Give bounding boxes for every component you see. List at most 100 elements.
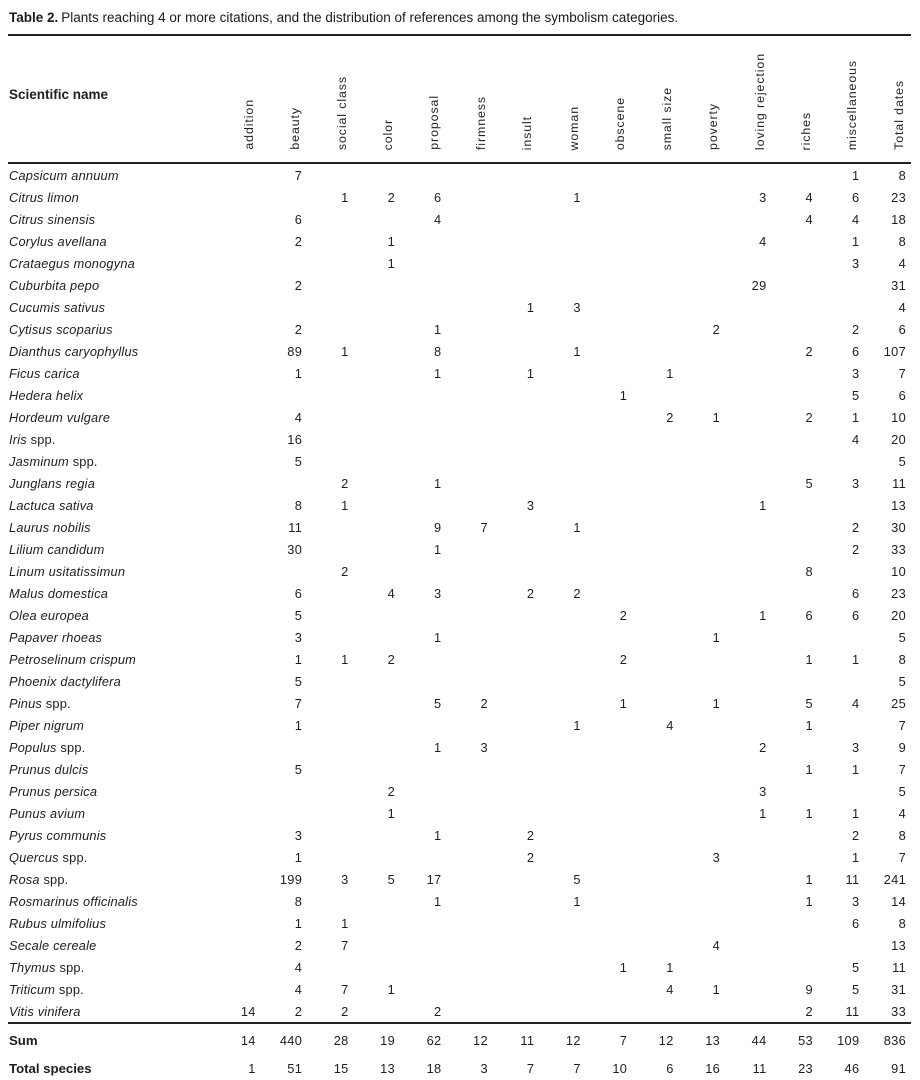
value-cell: 2	[666, 409, 674, 425]
value-cell	[632, 736, 678, 758]
value-cell	[446, 450, 492, 472]
value-cell: 1	[573, 189, 581, 205]
value-cell: 1	[851, 233, 860, 249]
value-cell	[586, 582, 632, 604]
value-cell	[400, 406, 446, 428]
value-cell	[539, 802, 585, 824]
value-cell	[725, 890, 771, 912]
value-cell: 6	[805, 607, 813, 623]
value-cell	[539, 494, 585, 516]
value-cell	[354, 758, 400, 780]
value-cell: 9	[805, 981, 813, 997]
footer-value-cell: 12	[632, 1022, 679, 1054]
value-cell	[493, 956, 539, 978]
value-cell: 6	[851, 189, 860, 205]
value-cell	[400, 252, 446, 274]
value-cell	[354, 1000, 400, 1023]
value-cell	[354, 516, 400, 538]
value-cell: 10	[891, 409, 906, 425]
value-cell	[679, 208, 725, 230]
value-cell	[632, 163, 678, 186]
column-header-label: addition	[241, 99, 256, 150]
value-cell	[307, 538, 353, 560]
value-cell	[679, 450, 725, 472]
value-cell: 6	[898, 387, 906, 403]
scientific-name-text: Olea europea	[9, 607, 89, 623]
scientific-name-cell: Laurus nobilis	[8, 516, 214, 538]
scientific-name-text: Lactuca sativa	[9, 497, 94, 513]
value-cell: 4	[294, 959, 303, 975]
value-cell	[725, 163, 771, 186]
value-cell	[214, 472, 260, 494]
value-cell	[400, 494, 446, 516]
value-cell	[307, 428, 353, 450]
value-cell	[400, 670, 446, 692]
table-row: Cuburbita pepo 2 29 31	[8, 274, 911, 296]
value-cell: 4	[898, 299, 906, 315]
value-cell	[725, 846, 771, 868]
value-cell	[307, 406, 353, 428]
value-cell	[586, 912, 632, 934]
scientific-name-text: Thymus	[9, 959, 56, 975]
value-cell: 2	[526, 585, 535, 601]
table-row: Pinus spp. 7 5 2 1 1 5 4 25	[8, 692, 911, 714]
value-cell	[446, 230, 492, 252]
value-cell: 1	[573, 519, 581, 535]
value-cell: 11	[845, 871, 860, 887]
value-cell	[261, 472, 307, 494]
value-cell	[725, 692, 771, 714]
value-cell	[400, 604, 446, 626]
scientific-name-text: Populus	[9, 739, 57, 755]
value-cell: 1	[573, 343, 581, 359]
value-cell	[307, 362, 353, 384]
value-cell	[725, 340, 771, 362]
value-cell	[354, 736, 400, 758]
value-cell: 1	[294, 717, 303, 733]
value-cell	[632, 538, 678, 560]
value-cell: 7	[898, 849, 906, 865]
value-cell: 7	[898, 761, 906, 777]
value-cell	[772, 428, 818, 450]
value-cell	[446, 1000, 492, 1023]
value-cell	[632, 516, 678, 538]
value-cell	[307, 604, 353, 626]
value-cell	[679, 648, 725, 670]
value-cell: 3	[851, 739, 860, 755]
value-cell: 5	[434, 695, 442, 711]
table-row: Citrus sinensis 6 4 4 4 18	[8, 208, 911, 230]
value-cell	[261, 802, 307, 824]
value-cell	[400, 978, 446, 1000]
value-cell	[632, 208, 678, 230]
value-cell	[214, 516, 260, 538]
value-cell: 1	[434, 629, 442, 645]
scientific-name-text: Papaver rhoeas	[9, 629, 103, 645]
value-cell	[446, 472, 492, 494]
table-caption: Table 2. Plants reaching 4 or more citati…	[8, 7, 911, 34]
scientific-name-cell: Prunus dulcis	[8, 758, 214, 780]
value-cell	[214, 780, 260, 802]
value-cell	[446, 780, 492, 802]
value-cell: 30	[891, 519, 906, 535]
value-cell: 1	[341, 915, 349, 931]
value-cell	[214, 692, 260, 714]
value-cell	[632, 384, 678, 406]
scientific-name-text: Hedera helix	[9, 387, 84, 403]
value-cell	[354, 428, 400, 450]
value-cell	[725, 1000, 771, 1023]
value-cell	[818, 296, 864, 318]
value-cell: 20	[891, 431, 906, 447]
value-cell: 2	[805, 409, 813, 425]
value-cell	[725, 956, 771, 978]
value-cell: 2	[387, 651, 395, 667]
value-cell	[679, 186, 725, 208]
scientific-name-suffix: spp.	[43, 871, 69, 887]
footer-value-cell: 13	[353, 1054, 400, 1080]
value-cell: 8	[434, 343, 442, 359]
value-cell	[446, 714, 492, 736]
value-cell: 4	[805, 189, 813, 205]
value-cell: 23	[891, 585, 906, 601]
value-cell	[354, 714, 400, 736]
value-cell: 25	[891, 695, 906, 711]
value-cell	[632, 186, 678, 208]
value-cell	[679, 582, 725, 604]
